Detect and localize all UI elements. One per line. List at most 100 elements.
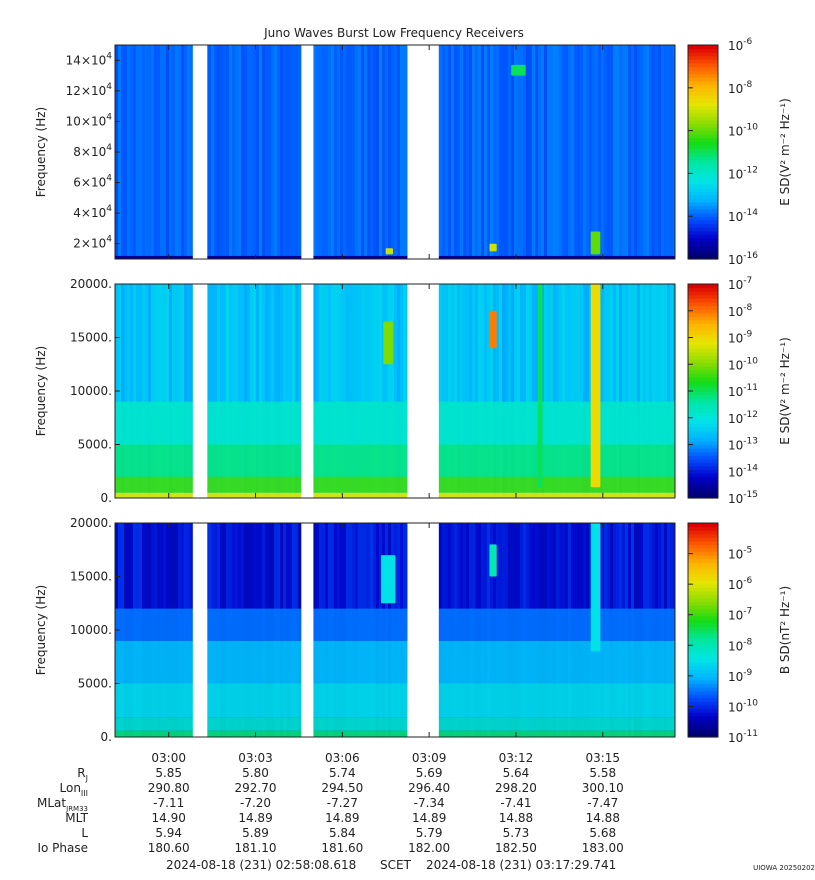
spectrogram-lower xyxy=(115,523,675,737)
footer-scet: SCET xyxy=(380,858,412,872)
time-tick-label: 03:03 xyxy=(238,751,273,765)
data-gap xyxy=(301,283,314,499)
data-gap xyxy=(192,283,208,499)
data-gap xyxy=(301,522,314,738)
ephemeris-value: 5.84 xyxy=(329,826,356,840)
time-tick-label: 03:12 xyxy=(499,751,534,765)
ephemeris-value: 14.89 xyxy=(412,811,446,825)
y-tick-label: 15000. xyxy=(70,331,112,345)
emission-feature xyxy=(590,284,601,488)
colorbar: 10-7 10-8 10-9 10-10 10-11 10-12 10-13 10-14 10-… xyxy=(687,276,792,506)
ephemeris-value: 182.50 xyxy=(495,841,537,855)
ephemeris-value: 183.00 xyxy=(582,841,624,855)
ephemeris-value: 292.70 xyxy=(235,781,277,795)
y-tick-label: 10×104 xyxy=(66,112,113,128)
y-tick-label: 6×104 xyxy=(73,174,112,190)
colorbar-tick-label: 10-9 xyxy=(728,330,753,346)
colorbar-tick-label: 10-10 xyxy=(728,123,758,139)
ephemeris-value: -7.34 xyxy=(414,796,445,810)
colorbar-tick-label: 10-7 xyxy=(728,607,752,623)
ephemeris-value: 296.40 xyxy=(408,781,450,795)
colorbar-tick-label: 10-8 xyxy=(728,303,753,319)
data-gap xyxy=(192,44,208,260)
colorbar-frame xyxy=(687,522,719,738)
time-tick-label: 03:09 xyxy=(412,751,447,765)
time-axis: 03:00 03:03 03:06 03:09 03:12 03:15 xyxy=(151,751,620,765)
figure-title: Juno Waves Burst Low Frequency Receivers xyxy=(263,26,524,40)
ephemeris-row-label: L xyxy=(81,826,88,840)
y-axis-label: Frequency (Hz) xyxy=(34,346,48,437)
ephemeris-value: -7.27 xyxy=(327,796,358,810)
x-ticks xyxy=(168,45,604,259)
ephemeris-value: 5.58 xyxy=(589,766,616,780)
y-tick-label: 20000. xyxy=(70,277,112,291)
data-gap xyxy=(407,522,439,738)
colorbar-tick-label: 10-9 xyxy=(728,668,753,684)
panel-lower: 0. 5000. 10000. 15000. 20000. Frequency (Hz) 1… xyxy=(34,516,792,745)
colorbar-tick-label: 10-11 xyxy=(728,383,758,399)
y-tick-label: 4×104 xyxy=(73,204,112,220)
ephemeris-value: 182.00 xyxy=(408,841,450,855)
y-tick-label: 0. xyxy=(101,730,112,744)
low-frequency-band xyxy=(115,608,675,737)
ephemeris-value: 14.88 xyxy=(586,811,620,825)
ephemeris-row-label: MLatJRM33 xyxy=(37,796,88,813)
ephemeris-value: 5.73 xyxy=(503,826,530,840)
colorbar: 10-5 10-6 10-7 10-8 10-9 10-10 10-11 B SD(nT² H… xyxy=(687,522,792,745)
colorbar-tick-label: 10-8 xyxy=(728,637,753,653)
spectrogram-panels: 2×104 4×104 6×104 8×104 10×104 12×104 14×104 Fr… xyxy=(34,37,792,745)
ephemeris-value: -7.20 xyxy=(240,796,271,810)
ephemeris-value: 180.60 xyxy=(148,841,190,855)
ephemeris-value: 290.80 xyxy=(148,781,190,795)
y-tick-label: 2×104 xyxy=(73,235,112,251)
y-axis: 0. 5000. 10000. 15000. 20000. xyxy=(70,516,120,744)
colorbar-tick-label: 10-10 xyxy=(728,356,758,372)
y-tick-label: 0. xyxy=(101,491,112,505)
ephemeris-value: 294.50 xyxy=(321,781,363,795)
colorbar-label: E SD(V² m⁻² Hz⁻¹) xyxy=(778,98,792,206)
x-ticks xyxy=(168,523,604,737)
colorbar-tick-label: 10-16 xyxy=(728,251,758,267)
ephemeris-value: 14.89 xyxy=(325,811,359,825)
y-tick-label: 15000. xyxy=(70,570,112,584)
y-axis-label: Frequency (Hz) xyxy=(34,585,48,676)
colorbar-tick-label: 10-6 xyxy=(728,576,753,592)
ephemeris-value: 14.88 xyxy=(499,811,533,825)
y-tick-label: 12×104 xyxy=(66,82,113,98)
colorbar-tick-label: 10-12 xyxy=(728,165,758,181)
ephemeris-value: 5.80 xyxy=(242,766,269,780)
y-axis: 0. 5000. 10000. 15000. 20000. xyxy=(70,277,120,505)
y-tick-label: 10000. xyxy=(70,623,112,637)
time-tick-label: 03:06 xyxy=(325,751,360,765)
emission-feature xyxy=(385,248,393,255)
ephemeris-value: -7.11 xyxy=(153,796,184,810)
ephemeris-row-label: Io Phase xyxy=(37,841,88,855)
colorbar: 10-6 10-8 10-10 10-12 10-14 10-16 E SD(V² m⁻² … xyxy=(687,37,792,267)
ephemeris-value: 181.60 xyxy=(321,841,363,855)
colorbar-tick-label: 10-6 xyxy=(728,37,753,53)
low-frequency-band xyxy=(115,255,675,259)
colorbar-tick-label: 10-10 xyxy=(728,698,758,714)
ephemeris-value: 5.69 xyxy=(416,766,443,780)
colorbar-frame xyxy=(687,44,719,260)
y-tick-label: 14×104 xyxy=(66,51,113,67)
ephemeris-row-label: LonIII xyxy=(60,781,89,798)
colorbar-label: B SD(nT² Hz⁻¹) xyxy=(778,586,792,674)
data-gap xyxy=(301,44,314,260)
emission-feature xyxy=(383,321,393,365)
y-axis-label: Frequency (Hz) xyxy=(34,107,48,198)
time-tick-label: 03:00 xyxy=(151,751,186,765)
footer-end-time: 2024-08-18 (231) 03:17:29.741 xyxy=(426,858,616,872)
emission-feature xyxy=(489,544,497,577)
emission-feature xyxy=(489,310,497,349)
time-tick-label: 03:15 xyxy=(585,751,620,765)
ephemeris-value: 5.74 xyxy=(329,766,356,780)
data-gap xyxy=(192,522,208,738)
x-ticks xyxy=(168,284,604,498)
footer: 2024-08-18 (231) 02:58:08.618 SCET 2024-… xyxy=(166,858,815,872)
colorbar-tick-label: 10-14 xyxy=(728,463,758,479)
ephemeris-value: 298.20 xyxy=(495,781,537,795)
footer-credit: UIOWA 20250202 xyxy=(753,864,815,872)
colorbar-label: E SD(V² m⁻² Hz⁻¹) xyxy=(778,337,792,445)
